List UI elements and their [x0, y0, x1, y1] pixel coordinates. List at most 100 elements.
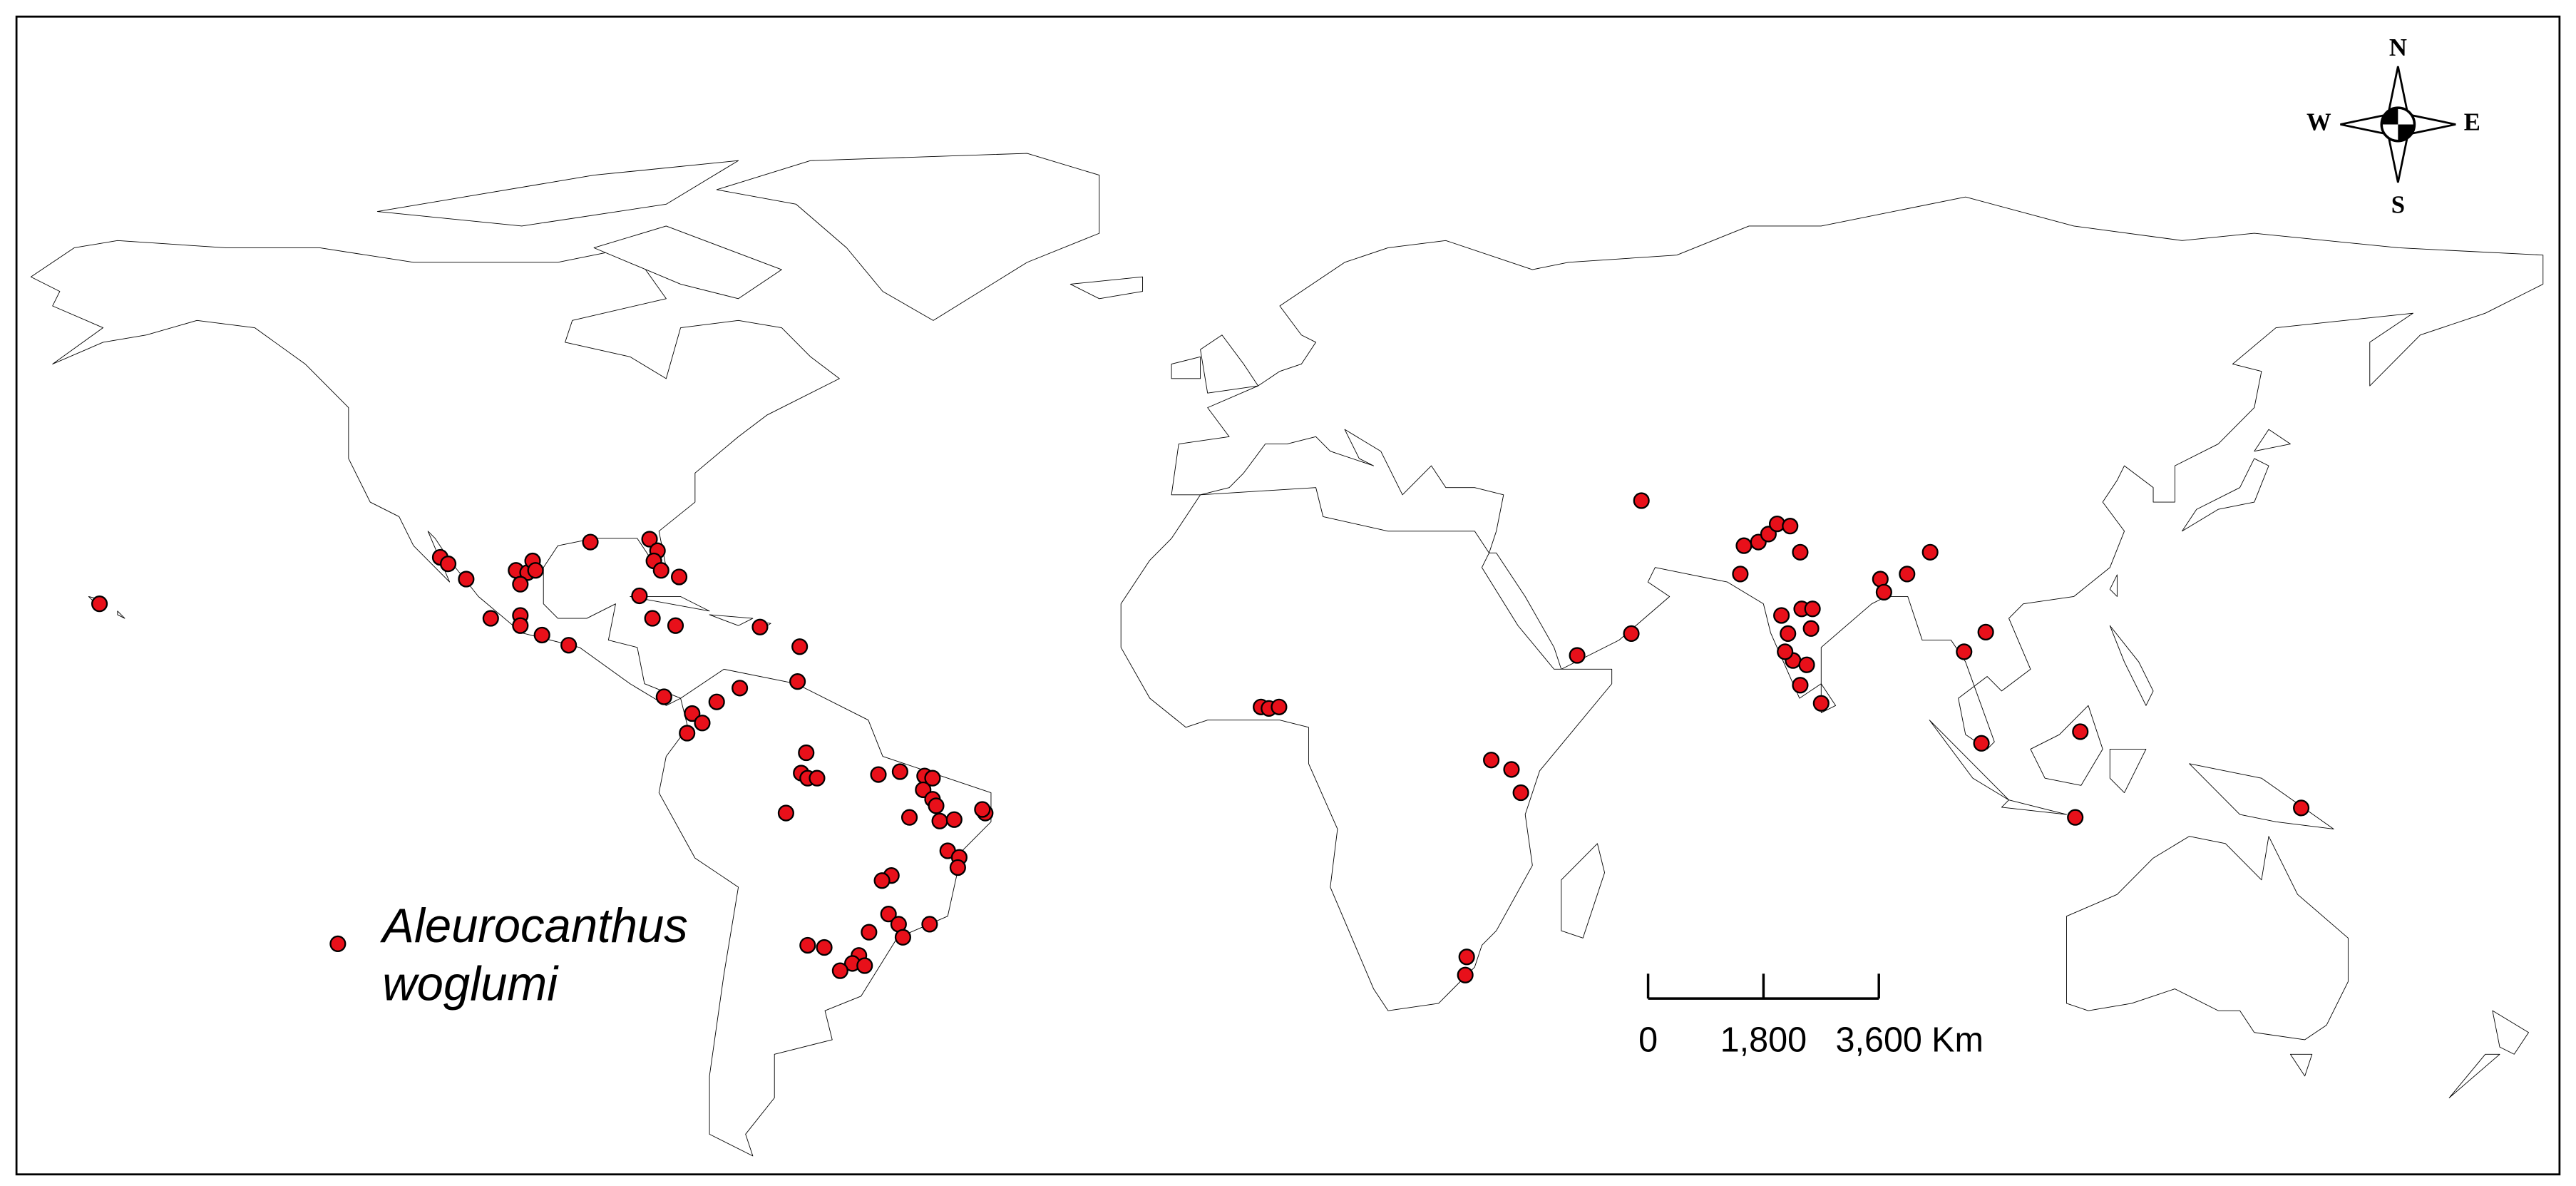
- occurrence-point: [816, 939, 833, 956]
- occurrence-point: [641, 531, 658, 548]
- occurrence-point: [560, 637, 578, 654]
- occurrence-point: [652, 562, 669, 579]
- scale-label: 1,800: [1720, 1021, 1807, 1059]
- occurrence-point: [655, 688, 672, 705]
- legend: Aleurocanthus woglumi: [329, 899, 688, 1011]
- occurrence-point: [921, 916, 938, 933]
- occurrence-point: [2293, 799, 2310, 817]
- occurrence-point: [894, 929, 911, 946]
- occurrence-point: [2072, 723, 2089, 740]
- occurrence-point: [440, 556, 457, 573]
- occurrence-point: [679, 725, 696, 742]
- scale-bar: Km 0 1,800 3,600: [1638, 973, 1984, 1060]
- occurrence-point: [924, 770, 941, 787]
- occurrence-point: [789, 673, 806, 690]
- occurrence-point: [2067, 809, 2084, 826]
- occurrence-point: [1732, 566, 1749, 583]
- occurrence-point: [1802, 620, 1820, 637]
- occurrence-point: [1457, 966, 1474, 983]
- occurrence-point: [798, 744, 815, 762]
- arctic-islands: [377, 160, 1142, 299]
- south-america: [659, 669, 991, 1156]
- occurrence-point: [891, 763, 908, 780]
- occurrence-point: [861, 924, 878, 941]
- occurrence-point: [1973, 735, 1990, 752]
- occurrence-point: [694, 715, 711, 732]
- occurrence-point: [512, 576, 529, 593]
- scale-unit: Km: [1931, 1021, 1984, 1059]
- occurrence-point: [1875, 583, 1892, 600]
- occurrence-point: [831, 962, 848, 979]
- occurrence-point: [1792, 677, 1809, 694]
- occurrence-point: [1792, 543, 1809, 561]
- compass-fill: [2381, 108, 2415, 141]
- occurrence-point: [1569, 647, 1586, 664]
- occurrence-point: [791, 638, 809, 655]
- occurrence-point: [974, 801, 991, 818]
- occurrence-point: [751, 618, 769, 635]
- greenland: [717, 153, 1099, 320]
- occurrence-point: [631, 587, 648, 605]
- occurrence-point: [880, 906, 897, 923]
- occurrence-point: [1633, 492, 1650, 509]
- occurrence-point: [91, 595, 108, 613]
- occurrence-point: [1773, 607, 1790, 624]
- occurrence-point: [1780, 625, 1797, 643]
- occurrence-point: [512, 617, 529, 634]
- occurrence-point: [1899, 566, 1916, 583]
- occurrence-point: [1798, 656, 1815, 673]
- legend-marker: [329, 935, 347, 953]
- australia: [2067, 837, 2529, 1098]
- north-america: [31, 240, 839, 705]
- occurrence-point: [809, 770, 826, 787]
- scale-label: 0: [1638, 1021, 1658, 1059]
- occurrence-point: [873, 872, 891, 889]
- occurrence-point: [582, 533, 599, 551]
- scale-label: 3,600: [1835, 1021, 1921, 1059]
- occurrence-point: [1956, 643, 1973, 660]
- occurrence-point: [533, 626, 550, 644]
- occurrence-point: [1512, 784, 1529, 802]
- compass-west: W: [2306, 108, 2331, 136]
- legend-label: Aleurocanthus: [379, 899, 688, 953]
- occurrence-point: [1458, 949, 1475, 966]
- occurrence-point: [527, 562, 544, 579]
- occurrence-point: [1777, 643, 1794, 660]
- occurrence-point: [931, 812, 948, 829]
- occurrence-point: [1735, 537, 1753, 554]
- occurrence-point: [945, 811, 963, 828]
- compass: N S E W: [2306, 34, 2480, 219]
- occurrence-point: [900, 809, 918, 826]
- compass-north: N: [2389, 34, 2407, 61]
- occurrence-point: [667, 617, 684, 634]
- occurrence-point: [1804, 600, 1821, 618]
- occurrence-point: [1271, 698, 1288, 715]
- occurrence-layer: [91, 492, 2310, 983]
- occurrence-point: [777, 804, 794, 822]
- occurrence-point: [1977, 623, 1994, 641]
- occurrence-point: [856, 957, 873, 974]
- occurrence-point: [684, 705, 701, 722]
- compass-east: E: [2464, 108, 2480, 136]
- occurrence-point: [732, 680, 749, 697]
- legend-label: woglumi: [382, 957, 559, 1011]
- occurrence-point: [1483, 752, 1500, 769]
- africa: [1121, 488, 1611, 1011]
- occurrence-point: [1782, 518, 1799, 535]
- occurrence-point: [644, 610, 661, 627]
- compass-south: S: [2391, 191, 2405, 219]
- eurasia: [1171, 197, 2543, 749]
- occurrence-point: [949, 859, 966, 876]
- occurrence-point: [928, 797, 945, 814]
- occurrence-point: [458, 571, 475, 588]
- occurrence-point: [671, 568, 688, 586]
- occurrence-point: [1503, 761, 1520, 778]
- occurrence-point: [1812, 695, 1830, 712]
- land-masses: [31, 153, 2542, 1156]
- occurrence-point: [870, 766, 887, 783]
- occurrence-point: [799, 936, 816, 954]
- occurrence-point: [482, 610, 499, 627]
- occurrence-point: [1921, 543, 1939, 561]
